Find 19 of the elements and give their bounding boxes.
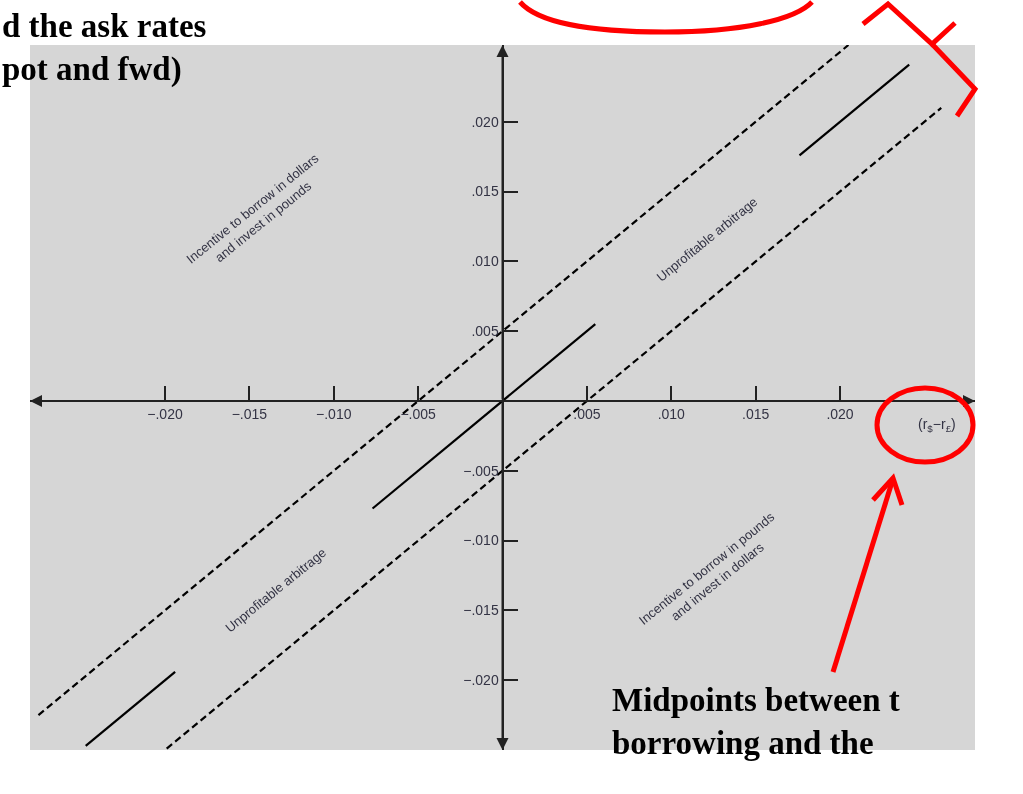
x-tick-label: .020 bbox=[826, 405, 854, 422]
x-tick-label: .005 bbox=[573, 405, 601, 422]
x-tick-label: −.020 bbox=[147, 405, 183, 422]
annotation: Midpoints between t borrowing and the bbox=[612, 682, 900, 761]
y-tick-label: .005 bbox=[471, 323, 499, 340]
x-tick-label: −.005 bbox=[400, 405, 437, 422]
y-tick-label: −.005 bbox=[463, 462, 499, 479]
y-tick-label: −.010 bbox=[463, 532, 499, 549]
y-tick-label: .010 bbox=[471, 253, 499, 270]
x-tick-label: −.015 bbox=[231, 405, 268, 422]
y-tick-label: −.015 bbox=[463, 602, 499, 619]
x-tick-label: .010 bbox=[657, 405, 686, 422]
y-tick-label: .015 bbox=[471, 183, 499, 200]
x-tick-label: .015 bbox=[742, 405, 770, 422]
x-axis-title: (r$_{$}$−r$_{£}$) bbox=[918, 416, 956, 434]
y-tick-label: .020 bbox=[471, 113, 499, 130]
annotation: d the ask rates pot and fwd) bbox=[2, 8, 207, 88]
y-tick-label: −.020 bbox=[463, 672, 499, 689]
x-tick-label: −.010 bbox=[316, 405, 352, 422]
